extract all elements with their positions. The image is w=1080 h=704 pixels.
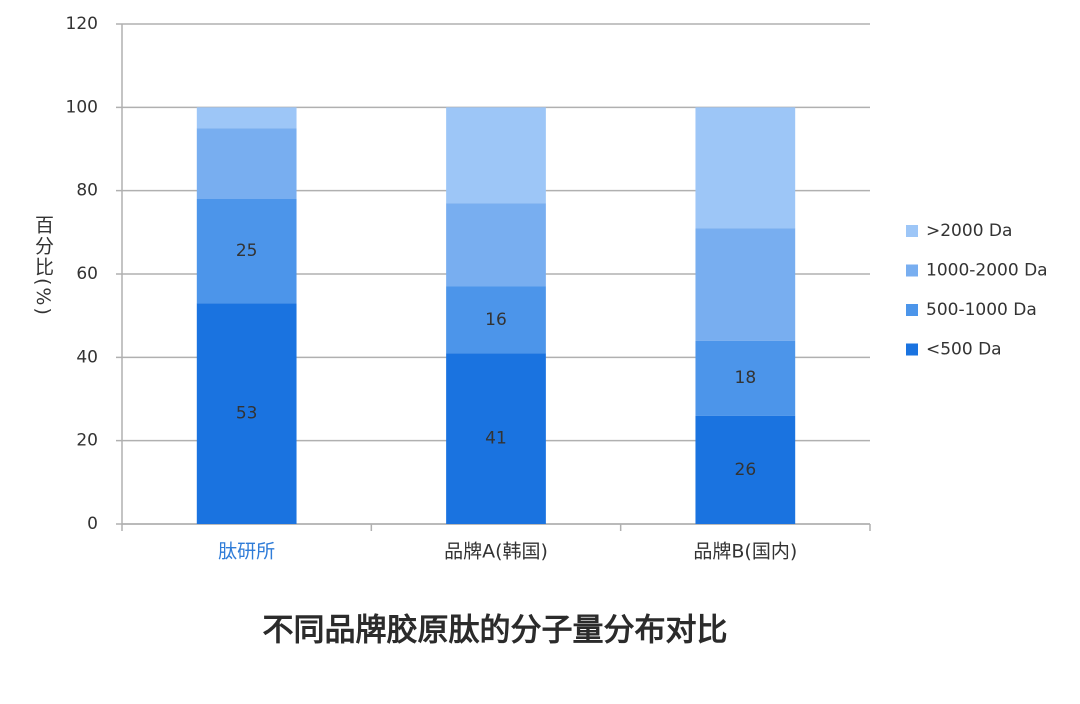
bar-segment xyxy=(196,303,297,524)
legend-label: 1000-2000 Da xyxy=(926,261,1048,281)
data-label: 18 xyxy=(735,368,757,388)
legend-label: <500 Da xyxy=(926,340,1002,360)
x-tick-label: 品牌B(国内) xyxy=(693,541,797,563)
bar-segment xyxy=(196,128,297,199)
legend-swatch xyxy=(906,343,918,356)
y-tick-label: 80 xyxy=(76,181,98,201)
legend-label: 500-1000 Da xyxy=(926,300,1037,320)
legend-swatch xyxy=(906,304,918,316)
chart-title: 不同品牌胶原肽的分子量分布对比 xyxy=(263,613,728,649)
data-label: 16 xyxy=(485,310,507,330)
bar-segment xyxy=(196,199,297,304)
bar-segment xyxy=(446,203,546,287)
bar-segment xyxy=(695,107,796,229)
legend-swatch xyxy=(906,225,918,237)
y-tick-label: 40 xyxy=(76,347,98,367)
y-tick-label: 120 xyxy=(66,14,98,34)
legend-swatch xyxy=(906,264,918,277)
bar-segment xyxy=(446,107,546,204)
y-tick-label: 0 xyxy=(87,514,98,534)
data-label: 53 xyxy=(236,404,258,424)
bar-segment xyxy=(446,353,546,524)
bar-segment xyxy=(695,415,796,524)
y-axis-label: 百分比(%) xyxy=(32,215,54,317)
y-tick-label: 100 xyxy=(66,97,98,117)
bar-segment xyxy=(446,286,546,354)
data-label: 25 xyxy=(236,241,258,261)
data-label: 41 xyxy=(485,429,507,449)
bar-segment xyxy=(695,340,796,416)
bar-segment xyxy=(695,228,796,341)
bar-segment xyxy=(196,107,297,129)
x-tick-label: 肽研所 xyxy=(218,541,275,563)
x-tick-label: 品牌A(韩国) xyxy=(444,541,548,563)
data-label: 26 xyxy=(735,460,757,480)
y-tick-label: 20 xyxy=(76,431,98,451)
y-tick-label: 60 xyxy=(76,264,98,284)
legend-label: >2000 Da xyxy=(926,221,1012,241)
